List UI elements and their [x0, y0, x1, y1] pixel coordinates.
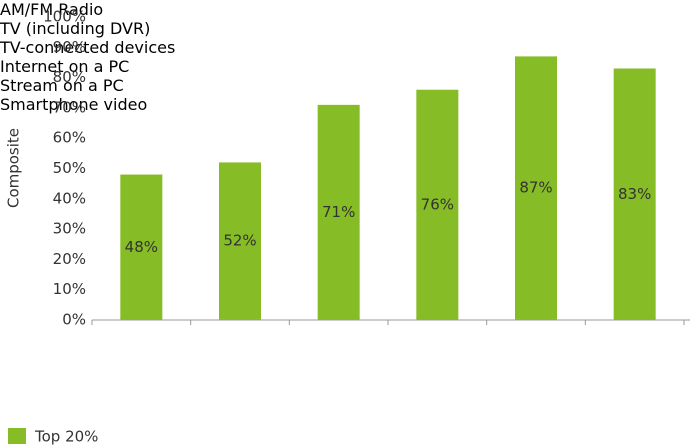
x-tick-label: TV (including DVR) — [0, 19, 151, 38]
x-tick-label: Internet on a PC — [0, 57, 130, 76]
value-label: 48% — [125, 238, 158, 256]
y-tick-label: 40% — [53, 189, 86, 207]
legend-swatch — [8, 428, 26, 444]
y-tick-label: 0% — [62, 311, 86, 329]
bar — [219, 162, 261, 320]
value-label: 52% — [223, 232, 256, 250]
bar — [120, 174, 163, 320]
y-tick-label: 90% — [53, 38, 86, 56]
x-tick-label: AM/FM Radio — [0, 0, 104, 19]
y-tick-label: 50% — [53, 159, 86, 177]
y-tick-label: 70% — [53, 98, 86, 116]
bar — [317, 104, 360, 321]
y-axis-label: Composite — [5, 128, 23, 208]
value-label: 87% — [519, 179, 552, 197]
bar — [613, 68, 656, 320]
y-tick-label: 10% — [53, 280, 86, 298]
y-tick-label: 80% — [53, 68, 86, 86]
x-tick-label: Stream on a PC — [0, 76, 124, 95]
value-label: 83% — [618, 185, 651, 203]
bar — [416, 89, 459, 320]
y-tick-label: 30% — [53, 220, 86, 238]
value-label: 76% — [421, 195, 454, 213]
y-tick-label: 20% — [53, 250, 86, 268]
y-tick-label: 60% — [53, 129, 86, 147]
value-label: 71% — [322, 203, 355, 221]
y-tick-label: 100% — [43, 8, 86, 26]
x-tick-label: TV-connected devices — [0, 38, 176, 57]
x-tick-label: Smartphone video — [0, 95, 148, 114]
bar — [515, 56, 557, 320]
legend-label: Top 20% — [34, 428, 98, 446]
